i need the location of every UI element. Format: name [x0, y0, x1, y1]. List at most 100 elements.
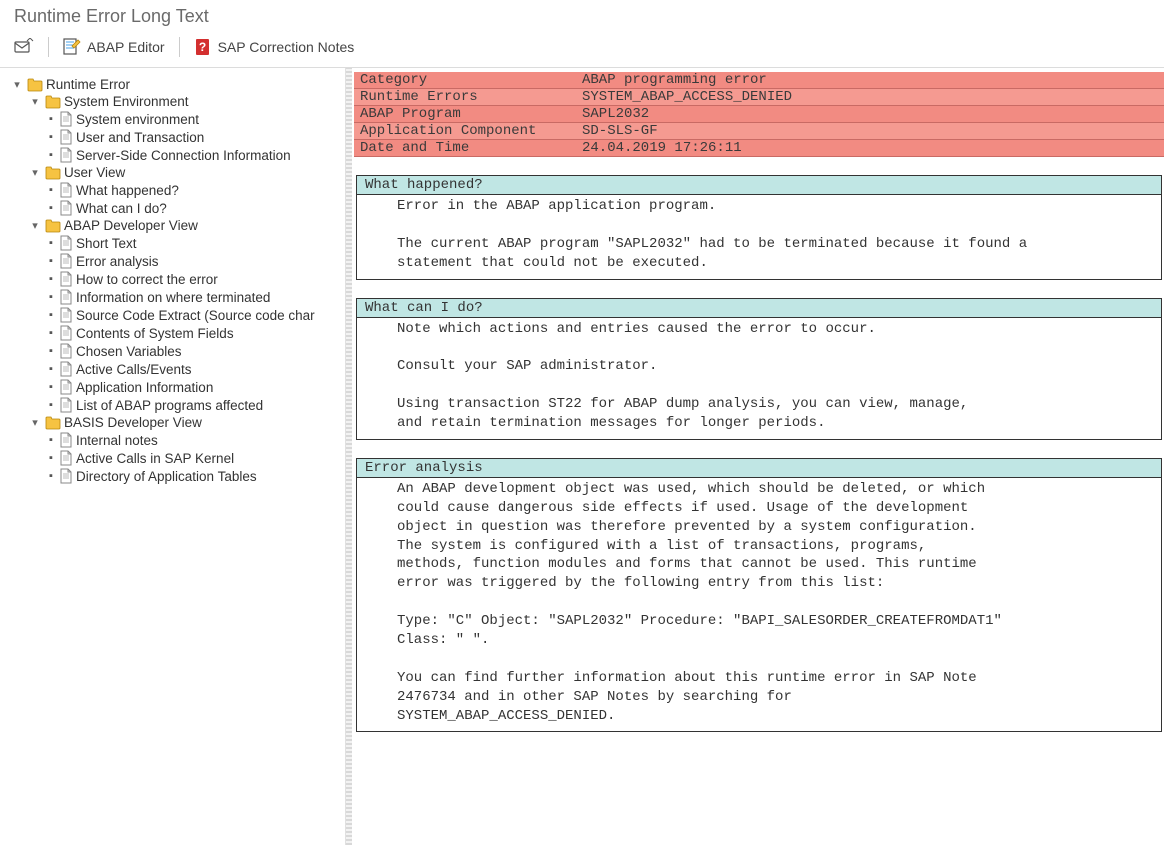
chevron-down-icon: ▾ [28, 166, 42, 179]
tree-folder[interactable]: ▾ ABAP Developer View [4, 217, 341, 234]
tree-root[interactable]: ▾ Runtime Error [4, 76, 341, 93]
abap-editor-button[interactable]: ABAP Editor [63, 38, 165, 56]
tree-label: Active Calls in SAP Kernel [76, 451, 234, 466]
tree-leaf[interactable]: ▪Directory of Application Tables [4, 467, 341, 485]
tree-label: Active Calls/Events [76, 362, 192, 377]
toolbar-separator [48, 37, 49, 57]
bullet-icon: ▪ [46, 309, 56, 321]
tree-leaf[interactable]: ▪ Information on where terminated [4, 288, 341, 306]
header-row: CategoryABAP programming error [354, 72, 1164, 89]
folder-icon [27, 78, 43, 92]
tree-label: How to correct the error [76, 272, 218, 287]
document-icon [59, 129, 73, 145]
tree-leaf[interactable]: ▪ What happened? [4, 181, 341, 199]
bullet-icon: ▪ [46, 237, 56, 249]
tree-folder[interactable]: ▾BASIS Developer View [4, 414, 341, 431]
document-icon [59, 432, 73, 448]
section-title: Error analysis [357, 459, 1161, 478]
bullet-icon: ▪ [46, 273, 56, 285]
tree-label: Short Text [76, 236, 137, 251]
header-value: SD-SLS-GF [578, 123, 1164, 139]
tree-label: Runtime Error [46, 77, 130, 92]
bullet-icon: ▪ [46, 184, 56, 196]
tree-leaf[interactable]: ▪ How to correct the error [4, 270, 341, 288]
tree-leaf[interactable]: ▪Source Code Extract (Source code char [4, 306, 341, 324]
tree-label: Internal notes [76, 433, 158, 448]
tree-leaf[interactable]: ▪Server-Side Connection Information [4, 146, 341, 164]
document-icon [59, 397, 73, 413]
chevron-down-icon: ▾ [28, 95, 42, 108]
tree-leaf[interactable]: ▪Internal notes [4, 431, 341, 449]
correction-notes-label: SAP Correction Notes [218, 39, 355, 55]
tree-label: What can I do? [76, 201, 167, 216]
tree-label: System environment [76, 112, 199, 127]
folder-icon [45, 219, 61, 233]
tree-folder[interactable]: ▾ System Environment [4, 93, 341, 110]
folder-icon [45, 416, 61, 430]
document-icon [59, 235, 73, 251]
tree-label: System Environment [64, 94, 189, 109]
tree-leaf[interactable]: ▪ What can I do? [4, 199, 341, 217]
section-body: Note which actions and entries caused th… [357, 318, 1161, 439]
bullet-icon: ▪ [46, 202, 56, 214]
content-section: What can I do?Note which actions and ent… [356, 298, 1162, 440]
bullet-icon: ▪ [46, 327, 56, 339]
correction-notes-button[interactable]: ? SAP Correction Notes [194, 38, 355, 56]
content-section: Error analysisAn ABAP development object… [356, 458, 1162, 733]
section-body: An ABAP development object was used, whi… [357, 478, 1161, 732]
page-title: Runtime Error Long Text [0, 0, 1164, 31]
tree-leaf[interactable]: ▪ Active Calls in SAP Kernel [4, 449, 341, 467]
bullet-icon: ▪ [46, 363, 56, 375]
main-area: ▾ Runtime Error ▾ System Environment ▪ System… [0, 68, 1164, 845]
document-icon [59, 271, 73, 287]
tree-leaf[interactable]: ▪ Chosen Variables [4, 342, 341, 360]
header-label: Category [354, 72, 578, 88]
question-icon: ? [194, 38, 212, 56]
document-icon [59, 147, 73, 163]
document-icon [59, 182, 73, 198]
content-section: What happened?Error in the ABAP applicat… [356, 175, 1162, 280]
bullet-icon: ▪ [46, 131, 56, 143]
tree-leaf[interactable]: ▪ System environment [4, 110, 341, 128]
toolbar-separator [179, 37, 180, 57]
header-value: ABAP programming error [578, 72, 1164, 88]
document-icon [59, 325, 73, 341]
tree-leaf[interactable]: ▪ Short Text [4, 234, 341, 252]
bullet-icon: ▪ [46, 470, 56, 482]
message-icon-button[interactable] [14, 38, 34, 56]
tree-label: Information on where terminated [76, 290, 270, 305]
tree-leaf[interactable]: ▪User and Transaction [4, 128, 341, 146]
chevron-down-icon: ▾ [10, 78, 24, 91]
folder-icon [45, 166, 61, 180]
tree-leaf[interactable]: ▪ Active Calls/Events [4, 360, 341, 378]
bullet-icon: ▪ [46, 149, 56, 161]
tree-leaf[interactable]: ▪Contents of System Fields [4, 324, 341, 342]
tree-leaf[interactable]: ▪Error analysis [4, 252, 341, 270]
tree-leaf[interactable]: ▪Application Information [4, 378, 341, 396]
bullet-icon: ▪ [46, 452, 56, 464]
tree-label: What happened? [76, 183, 179, 198]
document-icon [59, 200, 73, 216]
tree-folder[interactable]: ▾User View [4, 164, 341, 181]
bullet-icon: ▪ [46, 113, 56, 125]
header-label: ABAP Program [354, 106, 578, 122]
bullet-icon: ▪ [46, 291, 56, 303]
navigation-tree: ▾ Runtime Error ▾ System Environment ▪ System… [0, 68, 346, 845]
document-icon [59, 253, 73, 269]
document-icon [59, 289, 73, 305]
header-row: Runtime ErrorsSYSTEM_ABAP_ACCESS_DENIED [354, 89, 1164, 106]
header-label: Runtime Errors [354, 89, 578, 105]
tree-label: Application Information [76, 380, 213, 395]
bullet-icon: ▪ [46, 345, 56, 357]
tree-label: Chosen Variables [76, 344, 182, 359]
tree-leaf[interactable]: ▪List of ABAP programs affected [4, 396, 341, 414]
header-value: SAPL2032 [578, 106, 1164, 122]
tree-label: ABAP Developer View [64, 218, 198, 233]
document-icon [59, 450, 73, 466]
error-header-table: CategoryABAP programming errorRuntime Er… [354, 72, 1164, 157]
section-title: What can I do? [357, 299, 1161, 318]
header-row: Date and Time24.04.2019 17:26:11 [354, 140, 1164, 157]
document-icon [59, 379, 73, 395]
chevron-down-icon: ▾ [28, 219, 42, 232]
bullet-icon: ▪ [46, 399, 56, 411]
